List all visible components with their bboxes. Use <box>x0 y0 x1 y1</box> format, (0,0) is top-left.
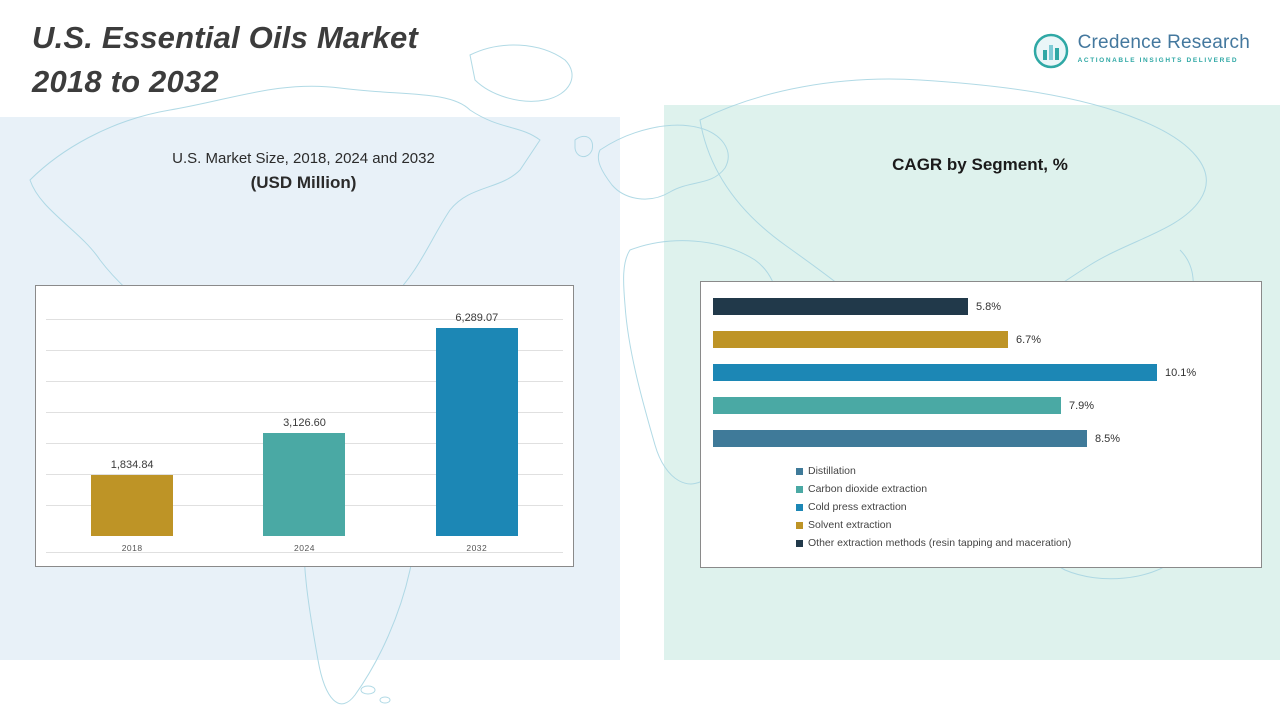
cagr-value-label: 7.9% <box>1069 399 1095 412</box>
cagr-value-label: 6.7% <box>1016 333 1042 346</box>
x-axis-label: 2018 <box>121 543 143 553</box>
cagr-plot-area: 5.8% 6.7% 10.1% 7.9% 8.5% <box>713 298 1251 463</box>
market-size-bar-2032 <box>435 328 518 536</box>
cagr-bar-row: 10.1% <box>713 364 1251 381</box>
market-size-chart-title: U.S. Market Size, 2018, 2024 and 2032 (U… <box>35 150 572 193</box>
market-size-chart: 1,834.84 2018 3,126.60 2024 6,289.07 2032 <box>35 285 574 567</box>
vbar-group-2018: 1,834.84 2018 <box>57 296 207 560</box>
cagr-bar <box>713 397 1061 414</box>
cagr-bar-row: 6.7% <box>713 331 1251 348</box>
cagr-value-label: 5.8% <box>976 300 1002 313</box>
cagr-bar-row: 8.5% <box>713 430 1251 447</box>
legend-label: Solvent extraction <box>808 519 892 531</box>
legend-swatch <box>796 503 803 511</box>
vbar-group-2024: 3,126.60 2024 <box>229 296 379 560</box>
legend-label: Other extraction methods (resin tapping … <box>808 537 1072 549</box>
cagr-bar <box>713 298 968 315</box>
legend-item: Other extraction methods (resin tapping … <box>796 537 1071 549</box>
legend-swatch <box>796 521 803 529</box>
cagr-bar <box>713 430 1087 447</box>
legend-swatch <box>796 485 803 493</box>
page-title-line2: 2018 to 2032 <box>32 64 219 100</box>
market-size-chart-title-line1: U.S. Market Size, 2018, 2024 and 2032 <box>172 150 435 167</box>
legend-item: Distillation <box>796 465 1071 477</box>
legend-swatch <box>796 539 803 547</box>
legend-label: Carbon dioxide extraction <box>808 483 928 495</box>
cagr-bar-row: 7.9% <box>713 397 1251 414</box>
legend-item: Cold press extraction <box>796 501 1071 513</box>
legend-swatch <box>796 467 803 475</box>
cagr-bar <box>713 331 1008 348</box>
page-title-line1: U.S. Essential Oils Market <box>32 20 418 55</box>
bar-value-label: 3,126.60 <box>283 417 326 429</box>
cagr-chart: 5.8% 6.7% 10.1% 7.9% 8.5% Distillation Carbon… <box>700 281 1262 568</box>
legend-item: Solvent extraction <box>796 519 1071 531</box>
page-title: U.S. Essential Oils Market 2018 to 2032 <box>32 16 418 104</box>
market-size-plot-area: 1,834.84 2018 3,126.60 2024 6,289.07 2032 <box>46 296 563 560</box>
cagr-chart-title: CAGR by Segment, % <box>892 155 1068 174</box>
logo-name: Credence Research <box>1077 32 1250 53</box>
cagr-bar <box>713 364 1157 381</box>
bar-value-label: 6,289.07 <box>455 312 499 324</box>
x-axis-label: 2032 <box>466 543 488 553</box>
vbar-group-2032: 6,289.07 2032 <box>402 296 552 560</box>
cagr-value-label: 10.1% <box>1165 366 1197 379</box>
logo-tagline: Actionable Insights Delivered <box>1077 57 1239 64</box>
legend-label: Distillation <box>808 465 856 477</box>
cagr-bar-row: 5.8% <box>713 298 1251 315</box>
market-size-bar-2018 <box>91 475 174 536</box>
cagr-legend: Distillation Carbon dioxide extraction Col… <box>796 465 1071 549</box>
legend-label: Cold press extraction <box>808 501 907 513</box>
x-axis-label: 2024 <box>294 543 315 553</box>
legend-item: Carbon dioxide extraction <box>796 483 1071 495</box>
logo-bar-chart-icon <box>1033 33 1068 69</box>
market-size-chart-title-line2: (USD Million) <box>250 173 357 192</box>
cagr-value-label: 8.5% <box>1095 432 1121 445</box>
market-size-bar-2024 <box>263 433 346 536</box>
bar-value-label: 1,834.84 <box>110 459 154 471</box>
logo: Credence Research Actionable Insights De… <box>1032 32 1250 70</box>
